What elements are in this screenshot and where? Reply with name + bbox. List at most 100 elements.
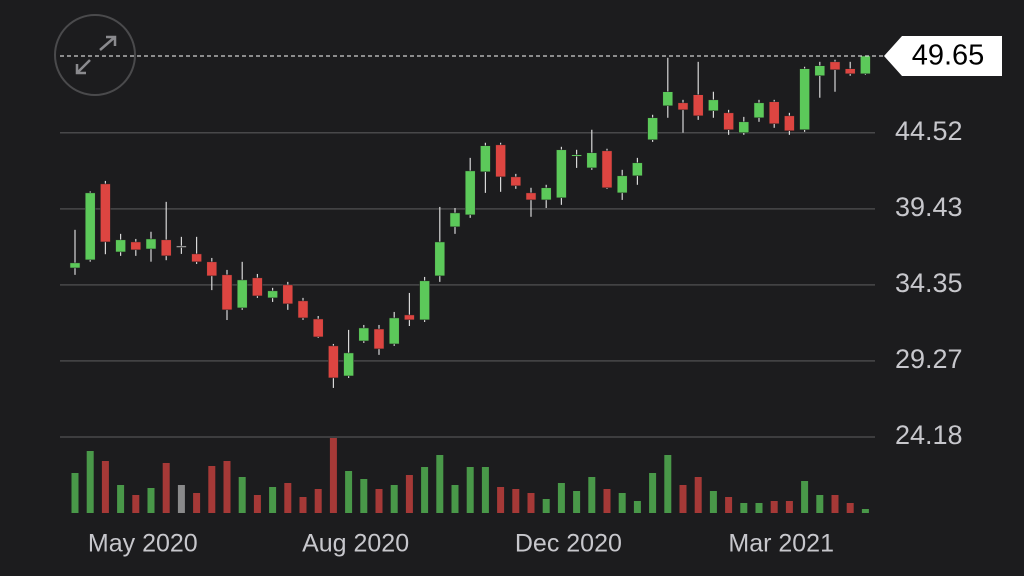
y-tick-label: 24.18 (895, 420, 963, 450)
candle-body (601, 150, 613, 189)
y-tick-label: 39.43 (895, 192, 963, 222)
volume-bar (253, 495, 261, 513)
volume-bar (770, 501, 778, 513)
candle-body (510, 176, 522, 187)
candle-body (404, 314, 415, 321)
volume-bar (436, 455, 444, 513)
volume-bar (101, 461, 109, 513)
candle-body (434, 241, 446, 277)
y-tick-label: 29.27 (895, 344, 963, 374)
candle-body (768, 101, 780, 125)
candle-body (556, 149, 567, 199)
candle-body (130, 241, 142, 251)
last-price-label: 49.65 (912, 40, 985, 72)
volume-bar (679, 485, 687, 513)
volume-bar (86, 451, 94, 513)
volume-bar (314, 489, 322, 513)
y-tick-label: 44.52 (895, 116, 963, 146)
candle-body (282, 284, 294, 305)
volume-bar (649, 473, 657, 513)
volume-bar (269, 487, 277, 513)
candle-body (723, 112, 734, 130)
candle-body (784, 115, 795, 132)
volume-bar (375, 489, 383, 513)
candle-body (115, 239, 126, 253)
candle-body (160, 239, 172, 257)
candle-body (449, 212, 461, 228)
volume-bar (816, 495, 824, 513)
candle-body (312, 318, 324, 338)
volume-bar (573, 491, 581, 513)
last-price-box (884, 36, 1002, 76)
candle-body (191, 253, 202, 263)
volume-bar (785, 501, 793, 513)
expand-button[interactable] (54, 14, 136, 96)
candle-body (100, 183, 111, 243)
volume-bar (132, 495, 140, 513)
volume-bar (360, 479, 368, 513)
volume-bar (831, 495, 839, 513)
candle-body (814, 65, 826, 76)
volume-bar (801, 481, 809, 513)
volume-bar (497, 487, 505, 513)
candle-body (495, 144, 506, 178)
volume-bar (740, 503, 748, 513)
volume-bar (588, 477, 596, 513)
candle-body (647, 117, 658, 141)
volume-bar (117, 485, 125, 513)
volume-bar (162, 463, 170, 513)
candle-body (69, 262, 81, 269)
volume-bar (709, 491, 717, 513)
volume-bar (846, 503, 854, 513)
candle-body (358, 327, 370, 342)
candle-body (844, 68, 856, 75)
volume-bar (223, 461, 231, 513)
candle-body (586, 152, 598, 169)
candle-body (464, 170, 476, 216)
volume-bar (238, 477, 246, 513)
volume-bar (71, 473, 79, 513)
volume-bar (421, 467, 429, 513)
volume-bar (329, 438, 337, 513)
candle-body (145, 238, 157, 250)
volume-bar (208, 466, 216, 513)
candle-body (616, 175, 628, 194)
candle-body (829, 61, 841, 71)
candle-body (328, 345, 339, 379)
candle-body (525, 192, 537, 201)
volume-bar (284, 483, 292, 513)
candle-body (571, 154, 582, 157)
expand-icon (75, 35, 117, 75)
candle-body (692, 94, 704, 117)
volume-bar (664, 455, 672, 513)
candle-body (343, 352, 354, 377)
candle-body (480, 145, 491, 173)
candle-body (373, 328, 385, 350)
candle-body (632, 162, 643, 177)
expand-circle (54, 14, 136, 96)
y-tick-label: 34.35 (895, 268, 963, 298)
candle-body (84, 192, 96, 261)
volume-bar (861, 509, 869, 513)
candle-body (708, 99, 719, 111)
volume-bar (755, 503, 763, 513)
volume-bar (527, 493, 535, 513)
candle-body (267, 290, 278, 299)
candle-body (252, 277, 263, 297)
candle-body (753, 102, 765, 119)
candle-body (677, 102, 689, 111)
volume-bar (481, 467, 489, 513)
volume-bar (603, 489, 611, 513)
candle-body (221, 274, 233, 311)
candle-body (236, 279, 248, 309)
candle-body (206, 261, 218, 277)
x-tick-label: Mar 2021 (728, 530, 834, 558)
volume-bar (345, 471, 353, 513)
volume-bar (725, 497, 733, 513)
candle-body (388, 317, 400, 345)
volume-bar (512, 489, 520, 513)
volume-bar (451, 485, 459, 513)
candle-body (419, 280, 430, 321)
